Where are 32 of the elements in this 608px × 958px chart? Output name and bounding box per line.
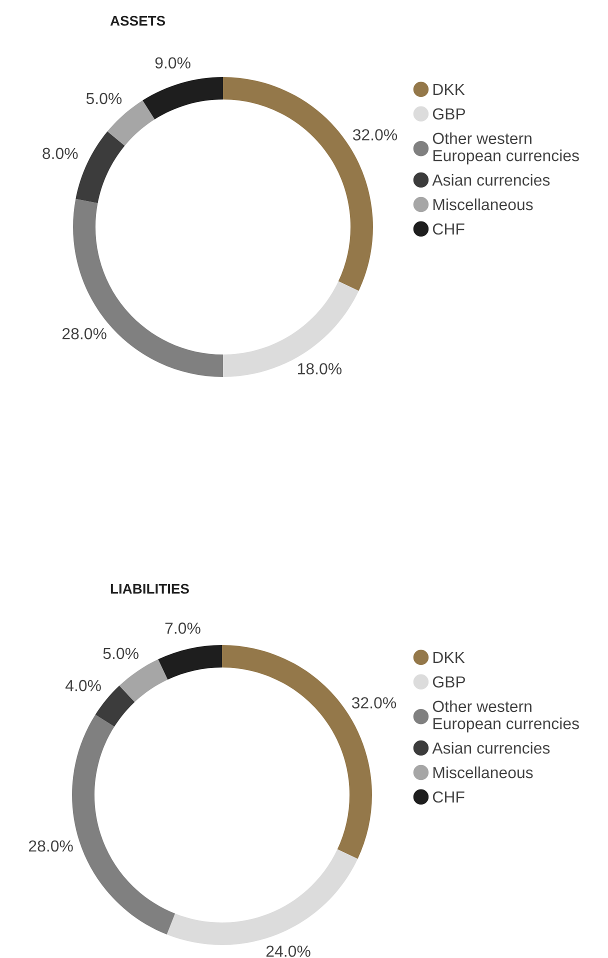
legend-label: DKK — [433, 652, 465, 663]
legend-label: Miscellaneous — [433, 198, 533, 210]
chart-title: LIABILITIES — [110, 584, 189, 594]
legend-label: Other western European currencies — [432, 700, 579, 732]
data-label: 32.0% — [352, 697, 396, 708]
data-label: 9.0% — [155, 57, 190, 69]
data-label: 28.0% — [62, 328, 106, 340]
legend-label: DKK — [433, 84, 465, 95]
legend-label: CHF — [432, 791, 464, 803]
legend-label: Asian currencies — [432, 174, 550, 186]
donut-slice — [223, 281, 359, 377]
legend-label: Miscellaneous — [433, 766, 533, 778]
chart-title: ASSETS — [110, 16, 166, 26]
data-label: 8.0% — [42, 148, 78, 160]
data-label: 5.0% — [103, 648, 138, 660]
legend-label: Asian currencies — [432, 742, 550, 754]
data-label: 32.0% — [352, 129, 398, 140]
legend-label: GBP — [432, 676, 466, 688]
donut-slice — [142, 77, 223, 120]
donut-slice — [158, 645, 222, 680]
data-label: 24.0% — [266, 946, 310, 957]
data-label: 7.0% — [165, 622, 200, 634]
donut-slice — [119, 659, 168, 702]
data-label: 4.0% — [65, 680, 101, 692]
legend-label: CHF — [432, 223, 464, 235]
data-label: 5.0% — [86, 92, 122, 104]
legend-label: GBP — [432, 108, 466, 120]
donut-slice — [72, 714, 176, 934]
legend-label: Other western European currencies — [432, 132, 579, 164]
donut-slice — [166, 849, 358, 945]
data-label: 18.0% — [298, 363, 342, 374]
data-label: 28.0% — [28, 840, 73, 852]
